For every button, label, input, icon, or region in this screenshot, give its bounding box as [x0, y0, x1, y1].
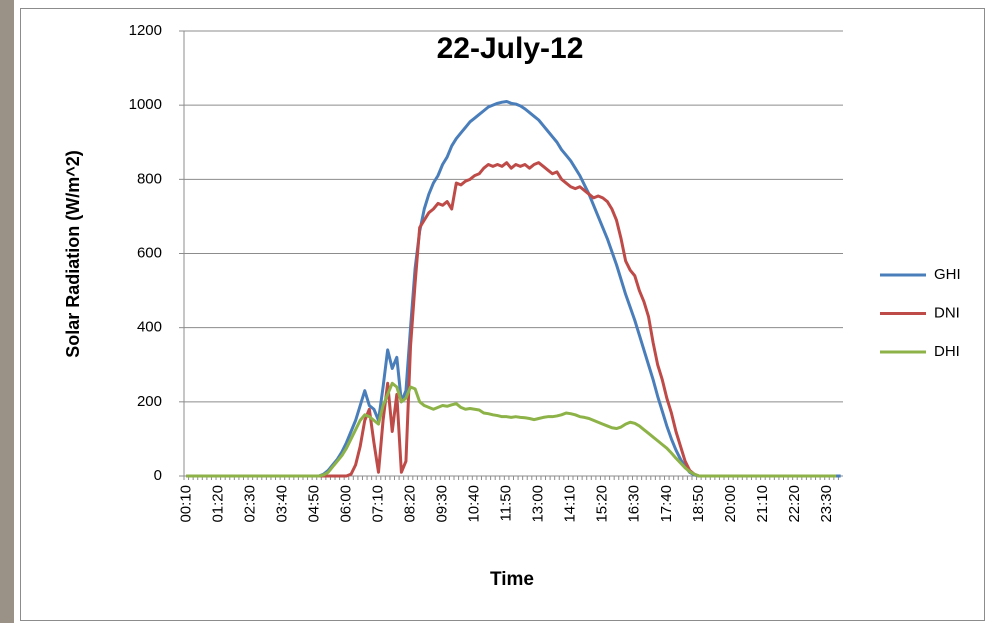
y-tick-label: 200 [137, 393, 162, 410]
y-tick-label: 600 [137, 244, 162, 261]
x-tick-label: 00:10 [177, 485, 194, 523]
x-tick-label: 23:30 [818, 485, 835, 523]
x-tick-label: 09:30 [434, 485, 451, 523]
y-axis-label: Solar Radiation (W/m^2) [63, 150, 83, 358]
x-tick-label: 06:00 [337, 485, 354, 523]
x-tick-label: 22:20 [786, 485, 803, 523]
y-tick-label: 400 [137, 319, 162, 336]
legend-label: DHI [934, 343, 960, 360]
x-tick-label: 15:20 [594, 485, 611, 523]
x-tick-label: 01:20 [209, 485, 226, 523]
data-line [186, 381, 837, 478]
x-tick-label: 10:40 [466, 485, 483, 523]
x-tick-label: 20:00 [722, 485, 739, 523]
x-tick-label: 17:40 [658, 485, 675, 523]
legend-label: DNI [934, 304, 960, 321]
x-tick-label: 08:20 [402, 485, 419, 523]
y-tick-label: 800 [137, 170, 162, 187]
x-tick-label: 04:50 [305, 485, 322, 523]
side-strip [0, 0, 14, 623]
x-tick-label: 13:00 [530, 485, 547, 523]
y-tick-label: 1000 [129, 96, 162, 113]
chart-frame [20, 8, 985, 621]
x-tick-label: 14:10 [562, 485, 579, 523]
y-tick-label: 1200 [129, 22, 162, 39]
x-tick-label: 02:30 [241, 485, 258, 523]
x-tick-label: 03:40 [273, 485, 290, 523]
x-tick-label: 18:50 [690, 485, 707, 523]
chart-title: 22-July-12 [437, 32, 584, 65]
x-tick-label: 07:10 [369, 485, 386, 523]
y-tick-label: 0 [154, 467, 162, 484]
legend-label: GHI [934, 266, 961, 283]
x-tick-label: 11:50 [498, 485, 515, 521]
x-tick-label: 21:10 [754, 485, 771, 523]
x-tick-label: 16:30 [626, 485, 643, 523]
x-axis-label: Time [490, 569, 534, 590]
